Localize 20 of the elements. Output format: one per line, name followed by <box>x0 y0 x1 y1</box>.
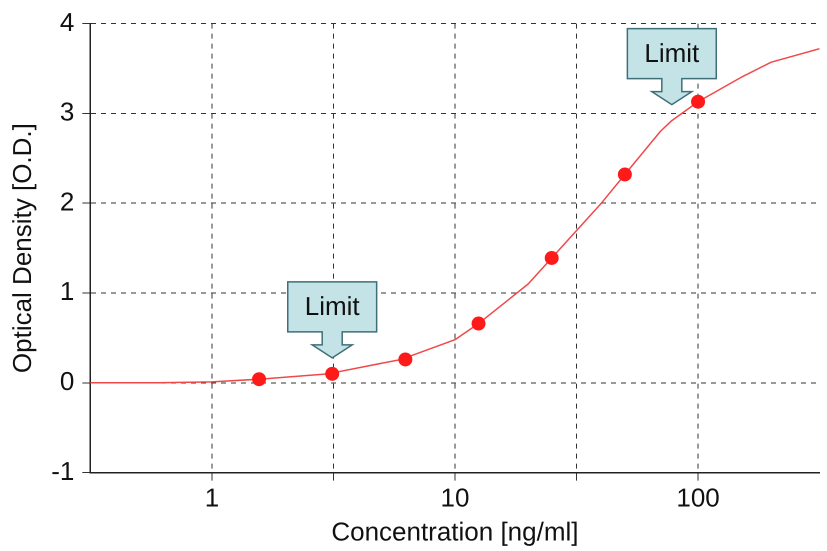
point <box>252 372 266 386</box>
y-tick-label: 1 <box>60 276 74 306</box>
x-tick-label: 100 <box>676 482 720 512</box>
point <box>618 167 632 182</box>
point <box>544 250 559 265</box>
y-tick-label: 4 <box>60 6 74 37</box>
annotation: Limit <box>304 290 360 321</box>
y-tick-label: -1 <box>51 456 74 486</box>
point <box>398 352 412 366</box>
x-tick-label: 10 <box>440 482 470 512</box>
point <box>472 316 486 331</box>
y-axis-title: Optical Density [O.D.] <box>6 123 37 374</box>
point <box>691 94 706 109</box>
annotation: Limit <box>644 38 700 68</box>
y-tick-label: 0 <box>60 366 74 396</box>
point <box>325 366 340 381</box>
x-axis-title: Concentration [ng/ml] <box>331 516 578 547</box>
y-tick-label: 2 <box>60 186 74 216</box>
x-tick-label: 1 <box>204 482 220 512</box>
y-tick-label: 3 <box>60 96 74 127</box>
